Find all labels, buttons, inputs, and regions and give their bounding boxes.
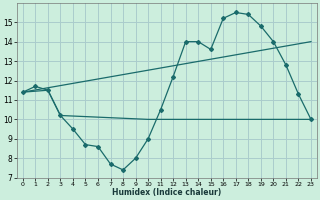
X-axis label: Humidex (Indice chaleur): Humidex (Indice chaleur) bbox=[112, 188, 221, 197]
